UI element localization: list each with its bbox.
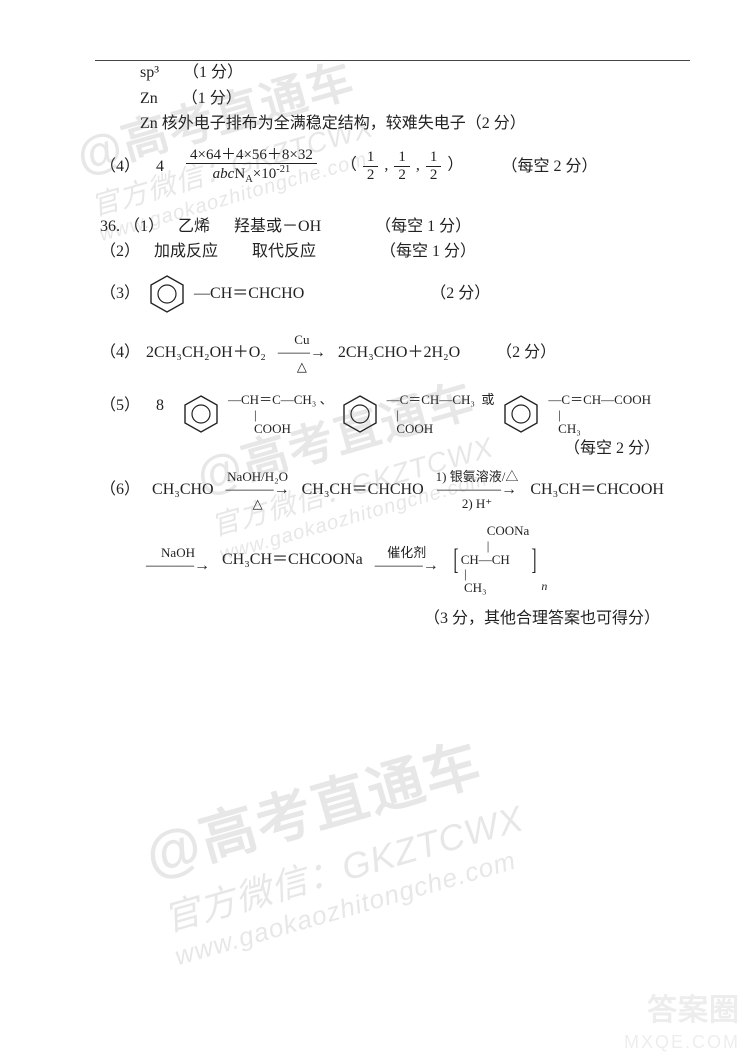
q36-p6-arrow3: NaOH ―――→ (146, 546, 210, 573)
q36-p1-points: （每空 1 分） (375, 214, 471, 240)
q4-label: （4） (100, 154, 140, 180)
q36-p4-rhs: 2CH₃CHO＋2H₂O (338, 340, 460, 366)
arrow-icon: ――→ (278, 346, 326, 360)
top-rule (95, 60, 690, 61)
q36-p5-struct2: —C＝CH—CH₃ 或 | COOH (387, 393, 495, 436)
corner-watermark-1: 答案圈 (647, 985, 740, 1029)
arrow-icon: ―――→ (146, 559, 210, 573)
q36-p1-b: 羟基或－OH (234, 214, 321, 240)
benzene-icon (500, 393, 542, 435)
arrow-bot: △ (297, 360, 307, 373)
s2l1: | (387, 408, 495, 422)
q36-p1-a: 乙烯 (178, 214, 210, 240)
q36-p3: （3） —CH＝CHCHO （2 分） (100, 273, 690, 315)
corner-watermark-2: MXQE.COM (624, 1032, 740, 1053)
benzene-icon (339, 393, 381, 435)
q36-p3-points: （2 分） (430, 281, 490, 307)
pb2: CH₃ (461, 581, 530, 595)
zn-points: （1 分） (182, 86, 242, 112)
q36-p6-points: （3 分，其他合理答案也可得分） (424, 606, 660, 632)
q36-p2-a: 加成反应 (154, 239, 218, 265)
q36-p6-arrow1: NaOH/H₂O ―――→ △ (226, 470, 290, 510)
ans-sp3: sp³ （1 分） (140, 60, 690, 86)
q36-p2: （2） 加成反应 取代反应 （每空 1 分） (100, 239, 690, 265)
q36-p3-struct: —CH＝CHCHO (194, 281, 304, 307)
q36-p4-lhs: 2CH₃CH₂OH＋O₂ (146, 340, 266, 366)
q36-p5-label: （5） (100, 393, 140, 419)
q36-p6-arrow4: 催化剂 ―――→ (375, 546, 439, 573)
q36-p6-row1: （6） CH₃CHO NaOH/H₂O ―――→ △ CH₃CH＝CHCHO 1… (100, 470, 690, 510)
arrow-icon: ―――→ (226, 483, 290, 497)
wm-line1: @高考直通车 (135, 712, 515, 892)
q36-p6-mid1: CH₃CH＝CHCHO (302, 477, 424, 503)
q36-p5-count: 8 (156, 393, 164, 419)
q4-frac-num: 4×64＋4×56＋8×32 (186, 147, 317, 165)
q4-first: 4 (156, 154, 164, 180)
q36-p1: 36. （1） 乙烯 羟基或－OH （每空 1 分） (100, 214, 690, 240)
q36-p6-label: （6） (100, 477, 140, 503)
watermark-3: @高考直通车 官方微信：GKZTCWX www.gaokaozhitongche… (135, 712, 538, 972)
q36-label: 36. (100, 214, 120, 240)
s2l0: —C＝CH—CH₃ 或 (387, 393, 495, 407)
q36-p6-mid3: CH₃CH＝CHCOONa (222, 547, 363, 573)
q36-p2-b: 取代反应 (252, 239, 316, 265)
q36-p4-points: （2 分） (496, 340, 556, 366)
benzene-icon (146, 273, 188, 315)
q4-fraction: 4×64＋4×56＋8×32 abcNA×10-21 (186, 147, 317, 186)
arrow-bot: △ (253, 497, 263, 510)
bracket-left-icon: [ (453, 545, 458, 575)
q36-p2-label: （2） (100, 239, 140, 265)
q36-p4: （4） 2CH₃CH₂OH＋O₂ Cu ――→ △ 2CH₃CHO＋2H₂O （… (100, 333, 690, 373)
q36-p6-mid2: CH₃CH＝CHCOOH (530, 477, 664, 503)
q36-p6-arrow2: 1) 银氨溶液/△ ――――→ 2) H⁺ (436, 470, 519, 510)
sp3-points: （1 分） (183, 60, 243, 86)
wm-line3: www.gaokaozhitongche.com (171, 840, 537, 972)
s3l2: CH₃ (548, 422, 651, 436)
pb: | (461, 567, 530, 581)
ans-zn: Zn （1 分） (140, 86, 690, 112)
arrow-icon: ―――→ (375, 559, 439, 573)
s2l2: COOH (387, 422, 495, 436)
pt: COONa (461, 524, 530, 538)
q4-coords: （12,12,12） (341, 149, 464, 183)
bracket-right-icon: ] (532, 545, 537, 575)
q36-p3-label: （3） (100, 281, 140, 307)
q36-p6-polymer: [ COONa | CH—CH | CH₃ ] n (451, 524, 548, 595)
sp3-text: sp³ (140, 60, 159, 86)
arrow-bot: 2) H⁺ (462, 497, 492, 510)
q4-points: （每空 2 分） (501, 154, 597, 180)
q36-p1-label: （1） (124, 214, 164, 240)
q36-p2-points: （每空 1 分） (380, 239, 476, 265)
q36-p5-points-row: （每空 2 分） (100, 436, 660, 462)
s3l1: | (548, 408, 651, 422)
s1l2: COOH (228, 422, 333, 436)
q36-p4-label: （4） (100, 340, 140, 366)
arrow-icon: ――――→ (437, 483, 517, 497)
q36-p5: （5） 8 —CH＝C—CH₃ 、 | COOH —C＝CH—CH₃ 或 | C… (100, 393, 690, 436)
zn-explain-text: Zn 核外电子排布为全满稳定结构，较难失电子（2 分） (140, 111, 526, 137)
ans-zn-explain: Zn 核外电子排布为全满稳定结构，较难失电子（2 分） (140, 111, 690, 137)
q36-p6-start: CH₃CHO (152, 477, 214, 503)
benzene-icon (180, 393, 222, 435)
q36-p5-struct1: —CH＝C—CH₃ 、 | COOH (228, 393, 333, 436)
q36-p4-arrow: Cu ――→ △ (278, 333, 326, 373)
s1l1: | (228, 408, 333, 422)
pvbar: | (461, 539, 530, 553)
q4-frac-den: abcNA×10-21 (209, 164, 295, 186)
s3l0: —C＝CH—COOH (548, 393, 651, 407)
polymer-struct: COONa | CH—CH | CH₃ (461, 524, 530, 595)
wm-line2: 官方微信：GKZTCWX (157, 790, 529, 943)
pm: CH—CH (461, 553, 530, 567)
ans-q4: （4） 4 4×64＋4×56＋8×32 abcNA×10-21 （12,12,… (100, 147, 690, 186)
q36-p6-points-row: （3 分，其他合理答案也可得分） (100, 606, 660, 632)
zn-text: Zn (140, 86, 158, 112)
s1l0: —CH＝C—CH₃ 、 (228, 393, 333, 407)
q36-p5-points: （每空 2 分） (564, 436, 660, 462)
q36-p5-struct3: —C＝CH—COOH | CH₃ (548, 393, 651, 436)
polymer-n: n (541, 577, 547, 596)
q36-p6-row2: NaOH ―――→ CH₃CH＝CHCOONa 催化剂 ―――→ [ COONa… (140, 524, 690, 595)
